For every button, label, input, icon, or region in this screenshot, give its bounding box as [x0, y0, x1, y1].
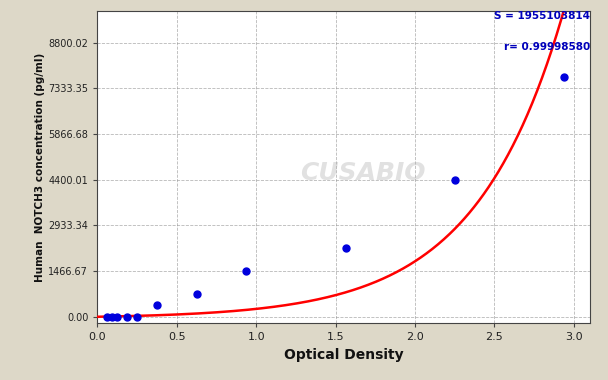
X-axis label: Optical Density: Optical Density [284, 348, 403, 362]
Point [132, 314, 142, 320]
Point [108, 314, 117, 320]
Text: S = 1955103814: S = 1955103814 [494, 11, 590, 21]
Point [122, 314, 132, 320]
Y-axis label: Human  NOTCH3 concentration (pg/ml): Human NOTCH3 concentration (pg/ml) [35, 52, 46, 282]
Text: r= 0.99998580: r= 0.99998580 [503, 42, 590, 52]
Point [112, 314, 122, 320]
Point [450, 177, 460, 183]
Point [340, 245, 350, 251]
Text: CUSABIO: CUSABIO [300, 162, 426, 185]
Point [241, 268, 251, 274]
Point [559, 74, 569, 80]
Point [102, 314, 112, 320]
Point [192, 291, 201, 297]
Point [152, 302, 162, 309]
